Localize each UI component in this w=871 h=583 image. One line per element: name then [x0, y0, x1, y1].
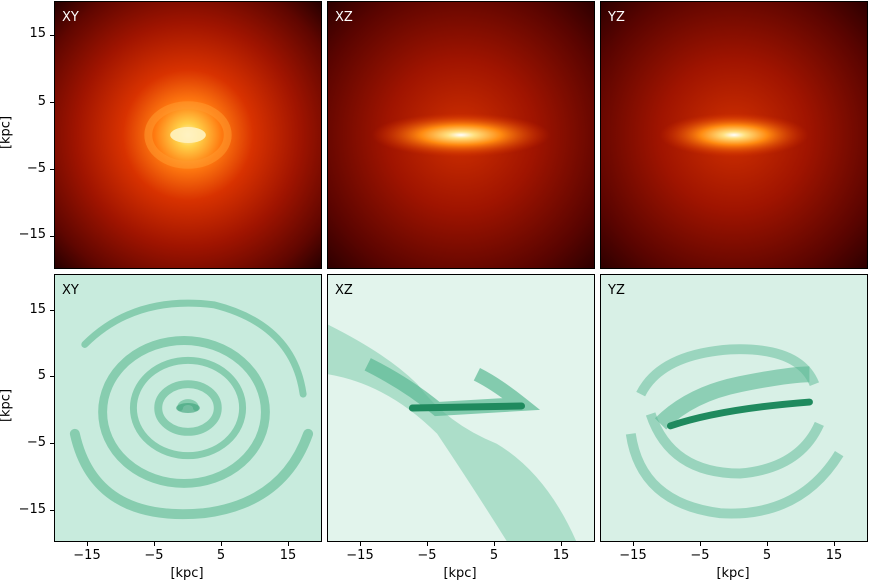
y-tick-mark: [50, 310, 54, 311]
x-tick-label: 15: [825, 548, 843, 563]
gas-density-image-xz: [328, 275, 594, 541]
x-tick-mark: [427, 542, 428, 546]
y-tick-mark: [50, 169, 54, 170]
y-tick-label: −15: [18, 227, 46, 242]
x-tick-mark: [633, 542, 634, 546]
panel-label: YZ: [608, 283, 625, 298]
x-tick-label: 5: [489, 548, 499, 563]
panel-top-xz: XZ: [327, 1, 595, 269]
y-axis-title: [kpc]: [0, 115, 14, 150]
x-tick-mark: [87, 542, 88, 546]
x-axis-title: [kpc]: [170, 566, 204, 581]
panel-label: XY: [62, 283, 79, 298]
x-tick-mark: [288, 542, 289, 546]
x-axis-title: [kpc]: [716, 566, 750, 581]
panel-label: YZ: [608, 10, 625, 25]
x-tick-mark: [154, 542, 155, 546]
x-tick-label: −15: [73, 548, 101, 563]
x-tick-label: 5: [216, 548, 226, 563]
x-tick-label: −5: [417, 548, 437, 563]
x-tick-label: −15: [619, 548, 647, 563]
panel-label: XZ: [335, 10, 353, 25]
y-axis-title: [kpc]: [0, 388, 14, 423]
y-tick-mark: [50, 102, 54, 103]
stellar-density-image-xz: [328, 2, 594, 268]
panel-bottom-xy: XY: [54, 274, 322, 542]
y-tick-mark: [50, 35, 54, 36]
x-tick-mark: [767, 542, 768, 546]
y-tick-label: 15: [29, 302, 46, 317]
x-tick-mark: [360, 542, 361, 546]
y-tick-label: −5: [26, 435, 46, 450]
stellar-density-image-xy: [55, 2, 321, 268]
panel-label: XY: [62, 10, 79, 25]
x-tick-label: −5: [690, 548, 710, 563]
x-tick-mark: [834, 542, 835, 546]
x-tick-label: −15: [346, 548, 374, 563]
x-axis-title: [kpc]: [443, 566, 477, 581]
x-tick-mark: [221, 542, 222, 546]
x-tick-label: −5: [144, 548, 164, 563]
panel-label: XZ: [335, 283, 353, 298]
stellar-density-image-yz: [601, 2, 867, 268]
x-tick-mark: [561, 542, 562, 546]
x-tick-label: 15: [552, 548, 570, 563]
panel-top-yz: YZ: [600, 1, 868, 269]
y-tick-label: −5: [26, 161, 46, 176]
y-tick-mark: [50, 510, 54, 511]
x-tick-mark: [494, 542, 495, 546]
y-tick-mark: [50, 236, 54, 237]
y-tick-label: 5: [37, 94, 46, 109]
x-tick-label: 5: [762, 548, 772, 563]
gas-density-image-yz: [601, 275, 867, 541]
y-tick-mark: [50, 443, 54, 444]
panel-top-xy: XY: [54, 1, 322, 269]
x-tick-mark: [700, 542, 701, 546]
y-tick-label: 5: [37, 368, 46, 383]
y-tick-label: 15: [29, 26, 46, 41]
panel-bottom-xz: XZ: [327, 274, 595, 542]
panel-bottom-yz: YZ: [600, 274, 868, 542]
y-tick-label: −15: [18, 502, 46, 517]
x-tick-label: 15: [279, 548, 297, 563]
gas-density-image-xy: [55, 275, 321, 541]
y-tick-mark: [50, 376, 54, 377]
